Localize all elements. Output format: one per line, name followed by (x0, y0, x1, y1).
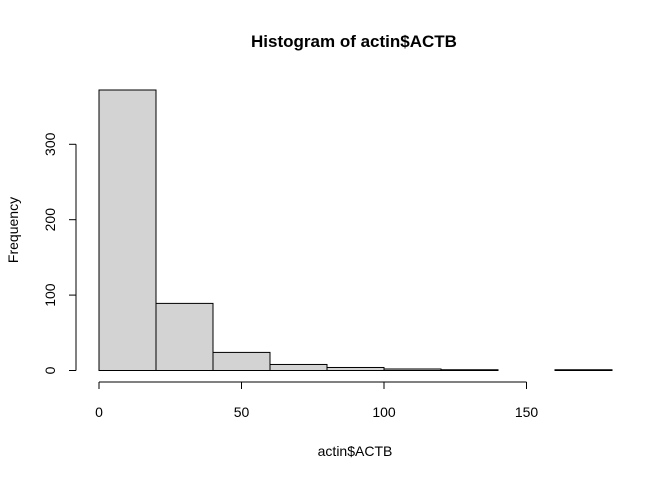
histogram-bar (269, 363, 328, 372)
histogram-bar (554, 369, 613, 372)
histogram-bar (212, 351, 271, 372)
x-tick-label: 100 (372, 404, 396, 420)
histogram-bar (440, 369, 499, 372)
x-tick-label: 50 (234, 404, 250, 420)
y-axis: 0 100 200 300 (42, 132, 77, 374)
y-tick-label: 100 (42, 283, 58, 307)
x-tick-label: 150 (515, 404, 539, 420)
histogram-bar (98, 89, 157, 371)
histogram-bar (155, 302, 214, 372)
x-axis-label: actin$ACTB (318, 443, 393, 459)
y-tick-label: 200 (42, 208, 58, 232)
y-tick-label: 300 (42, 132, 58, 156)
x-tick-label: 0 (95, 404, 103, 420)
x-axis: 0 50 100 150 (95, 381, 539, 420)
histogram-bar (383, 368, 442, 372)
y-axis-label: Frequency (5, 197, 21, 263)
bars-group (98, 89, 613, 372)
chart-title: Histogram of actin$ACTB (251, 32, 457, 51)
histogram-bar (326, 366, 385, 371)
y-tick-label: 0 (42, 366, 58, 374)
